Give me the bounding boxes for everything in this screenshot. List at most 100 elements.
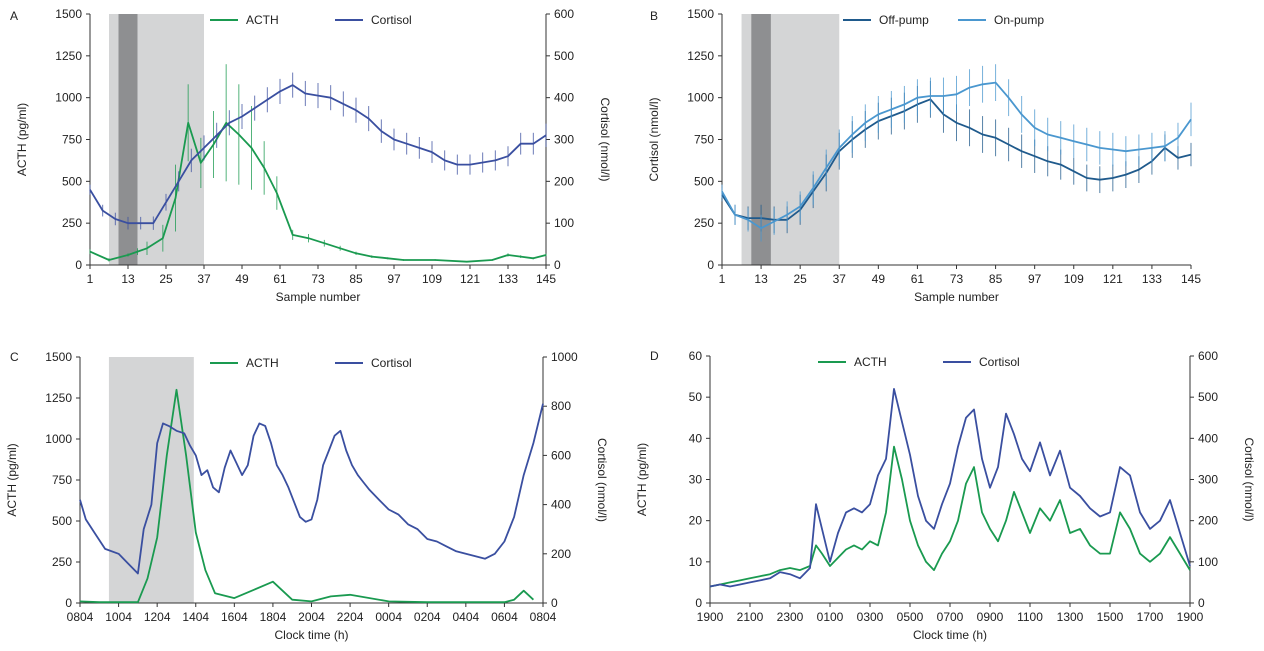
x-tick-label: 1900 (697, 610, 724, 624)
y-tick-label-left: 40 (689, 431, 703, 445)
x-tick-label: 37 (833, 272, 847, 286)
legend-label: ACTH (246, 13, 279, 27)
x-axis-label: Sample number (276, 290, 361, 304)
shaded-region-dark (751, 14, 771, 265)
y-tick-label-left: 1500 (45, 350, 72, 364)
y-tick-label-left: 1250 (45, 391, 72, 405)
y-tick-label-left: 0 (707, 258, 714, 272)
x-tick-label: 85 (349, 272, 363, 286)
y-axis-label-left: Cortisol (nmol/l) (647, 97, 661, 181)
x-tick-label: 2004 (298, 610, 325, 624)
series-on-pump (721, 64, 1192, 242)
x-tick-label: 13 (754, 272, 768, 286)
y-tick-label-left: 0 (695, 596, 702, 610)
x-tick-label: 13 (121, 272, 135, 286)
y-tick-label-right: 200 (554, 174, 574, 188)
series-acth (79, 388, 535, 604)
series-cortisol (79, 403, 544, 575)
x-tick-label: 1 (719, 272, 726, 286)
x-tick-label: 0404 (452, 610, 479, 624)
legend-label: On-pump (994, 13, 1044, 27)
y-tick-label-left: 750 (52, 473, 72, 487)
x-tick-label: 0700 (937, 610, 964, 624)
x-tick-label: 73 (311, 272, 325, 286)
x-tick-label: 0004 (375, 610, 402, 624)
x-tick-label: 97 (1028, 272, 1042, 286)
y-tick-label-left: 250 (52, 555, 72, 569)
x-tick-label: 2204 (337, 610, 364, 624)
x-tick-label: 49 (872, 272, 886, 286)
x-tick-label: 1100 (1017, 610, 1043, 624)
legend-label: Cortisol (371, 13, 412, 27)
panel-a: A1 13 25 37 49 61 73 85 97 109 121 133 1450250500750… (10, 7, 612, 304)
panel-label: D (650, 349, 659, 363)
series-line (721, 81, 1192, 230)
series-acth (709, 445, 1191, 588)
x-tick-label: 0204 (414, 610, 441, 624)
x-tick-label: 133 (498, 272, 518, 286)
y-tick-label-right: 100 (554, 216, 574, 230)
shaded-region-light (108, 357, 194, 603)
y-tick-label-right: 0 (551, 596, 558, 610)
y-tick-label-left: 0 (65, 596, 72, 610)
y-tick-label-right: 0 (554, 258, 561, 272)
x-tick-label: 97 (387, 272, 401, 286)
x-tick-label: 109 (1064, 272, 1084, 286)
series-line (709, 445, 1191, 588)
panel-label: A (10, 9, 18, 23)
series-line (89, 121, 547, 263)
x-tick-label: 0804 (530, 610, 557, 624)
x-axis-label: Clock time (h) (913, 628, 987, 642)
x-tick-label: 1 (87, 272, 94, 286)
y-tick-label-left: 30 (689, 473, 703, 487)
x-tick-label: 1900 (1177, 610, 1204, 624)
x-tick-label: 145 (536, 272, 556, 286)
y-tick-label-left: 10 (689, 555, 703, 569)
y-tick-label-right: 500 (554, 49, 574, 63)
y-tick-label-right: 600 (551, 448, 571, 462)
y-tick-label-left: 50 (689, 390, 703, 404)
y-tick-label-left: 250 (62, 216, 82, 230)
x-tick-label: 49 (235, 272, 249, 286)
x-axis-label: Sample number (914, 290, 999, 304)
x-tick-label: 61 (911, 272, 925, 286)
y-tick-label-left: 1500 (687, 7, 714, 21)
x-tick-label: 25 (793, 272, 807, 286)
legend-label: ACTH (246, 356, 279, 370)
y-tick-label-right: 200 (551, 547, 571, 561)
x-tick-label: 0300 (857, 610, 884, 624)
series-cortisol (89, 72, 547, 230)
x-tick-label: 0500 (897, 610, 924, 624)
x-axis-label: Clock time (h) (274, 628, 348, 642)
y-tick-label-left: 1000 (45, 432, 72, 446)
x-tick-label: 0900 (977, 610, 1004, 624)
panel-b: B 1 13 25 37 49 61 73 85 97 109 121 133 145 0 250 500 750… (647, 7, 1201, 304)
y-tick-label-left: 250 (694, 216, 714, 230)
y-axis-label-left: ACTH (pg/ml) (635, 443, 649, 516)
y-tick-label-right: 600 (1198, 349, 1218, 363)
y-tick-label-left: 20 (689, 514, 703, 528)
y-tick-label-left: 60 (689, 349, 703, 363)
y-axis-label-left: ACTH (pg/ml) (15, 103, 29, 176)
legend-label: Off-pump (879, 13, 929, 27)
x-tick-label: 73 (950, 272, 964, 286)
y-tick-label-right: 300 (1198, 473, 1218, 487)
x-tick-label: 0804 (67, 610, 94, 624)
y-axis-label-right: Cortisol (nmol/l) (598, 97, 612, 181)
series-line (79, 388, 535, 604)
x-tick-label: 1004 (105, 610, 132, 624)
y-axis-label-right: Cortisol (nmol/l) (595, 438, 609, 522)
x-tick-label: 1604 (221, 610, 248, 624)
legend-label: Cortisol (979, 355, 1020, 369)
y-tick-label-right: 400 (1198, 431, 1218, 445)
x-tick-label: 1300 (1057, 610, 1084, 624)
x-tick-label: 1804 (260, 610, 287, 624)
x-tick-label: 25 (159, 272, 173, 286)
y-tick-label-left: 750 (62, 133, 82, 147)
y-tick-label-right: 200 (1198, 514, 1218, 528)
y-tick-label-left: 1000 (687, 91, 714, 105)
y-tick-label-left: 500 (62, 174, 82, 188)
series-acth (89, 64, 547, 263)
